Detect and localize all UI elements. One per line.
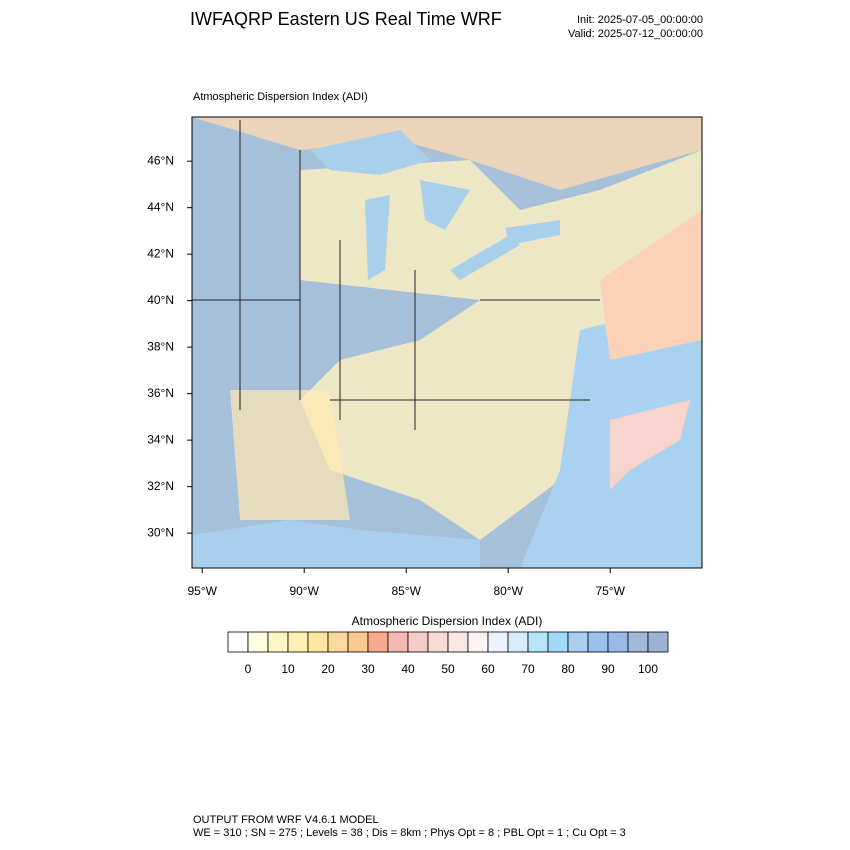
colorbar-label: 10 bbox=[281, 662, 295, 676]
footer-line: OUTPUT FROM WRF V4.6.1 MODEL bbox=[193, 814, 379, 826]
colorbar-title: Atmospheric Dispersion Index (ADI) bbox=[352, 614, 543, 628]
colorbar-box bbox=[247, 631, 269, 653]
colorbar-label: 70 bbox=[521, 662, 535, 676]
lat-tick-label: 34°N bbox=[147, 432, 174, 446]
colorbar-box bbox=[567, 631, 589, 653]
lat-tick-label: 42°N bbox=[147, 246, 174, 260]
lat-tick-label: 36°N bbox=[147, 386, 174, 400]
title: IWFAQRP Eastern US Real Time WRF bbox=[190, 9, 502, 29]
colorbar-box bbox=[467, 631, 489, 653]
lon-tick-label: 90°W bbox=[289, 584, 319, 598]
colorbar-label: 100 bbox=[638, 662, 658, 676]
map-field bbox=[192, 117, 702, 568]
lon-tick-label: 80°W bbox=[493, 584, 523, 598]
lat-tick-label: 30°N bbox=[147, 525, 174, 539]
colorbar-box bbox=[407, 631, 429, 653]
colorbar-box bbox=[607, 631, 629, 653]
lon-tick-label: 75°W bbox=[595, 584, 625, 598]
lon-tick-label: 85°W bbox=[391, 584, 421, 598]
colorbar-label: 80 bbox=[561, 662, 575, 676]
colorbar-box bbox=[527, 631, 549, 653]
colorbar-box bbox=[367, 631, 389, 653]
colorbar-label: 30 bbox=[361, 662, 375, 676]
lon-tick-label: 95°W bbox=[187, 584, 217, 598]
map-title: Atmospheric Dispersion Index (ADI) bbox=[193, 91, 368, 103]
colorbar-box bbox=[587, 631, 609, 653]
colorbar-box bbox=[327, 631, 349, 653]
colorbar-label: 90 bbox=[601, 662, 615, 676]
colorbar-box bbox=[647, 631, 669, 653]
colorbar-box bbox=[227, 631, 249, 653]
colorbar-box bbox=[547, 631, 569, 653]
colorbar-box bbox=[347, 631, 369, 653]
colorbar-box bbox=[427, 631, 449, 653]
colorbar-box bbox=[447, 631, 469, 653]
lat-tick-label: 44°N bbox=[147, 200, 174, 214]
lat-tick-label: 38°N bbox=[147, 339, 174, 353]
colorbar-box bbox=[487, 631, 509, 653]
lat-tick-label: 32°N bbox=[147, 479, 174, 493]
valid-time: Valid: 2025-07-12_00:00:00 bbox=[568, 28, 703, 40]
init-time: Init: 2025-07-05_00:00:00 bbox=[577, 14, 703, 26]
colorbar-label: 60 bbox=[481, 662, 495, 676]
lat-tick-label: 46°N bbox=[147, 153, 174, 167]
colorbar-label: 20 bbox=[321, 662, 335, 676]
colorbar-box bbox=[307, 631, 329, 653]
colorbar-box bbox=[267, 631, 289, 653]
footer-line: WE = 310 ; SN = 275 ; Levels = 38 ; Dis … bbox=[193, 827, 626, 839]
colorbar-label: 0 bbox=[245, 662, 252, 676]
colorbar-label: 40 bbox=[401, 662, 415, 676]
colorbar-box bbox=[287, 631, 309, 653]
colorbar-box bbox=[627, 631, 649, 653]
colorbar-label: 50 bbox=[441, 662, 455, 676]
lat-tick-label: 40°N bbox=[147, 293, 174, 307]
map-frame bbox=[191, 116, 703, 569]
colorbar-box bbox=[387, 631, 409, 653]
colorbar-box bbox=[507, 631, 529, 653]
